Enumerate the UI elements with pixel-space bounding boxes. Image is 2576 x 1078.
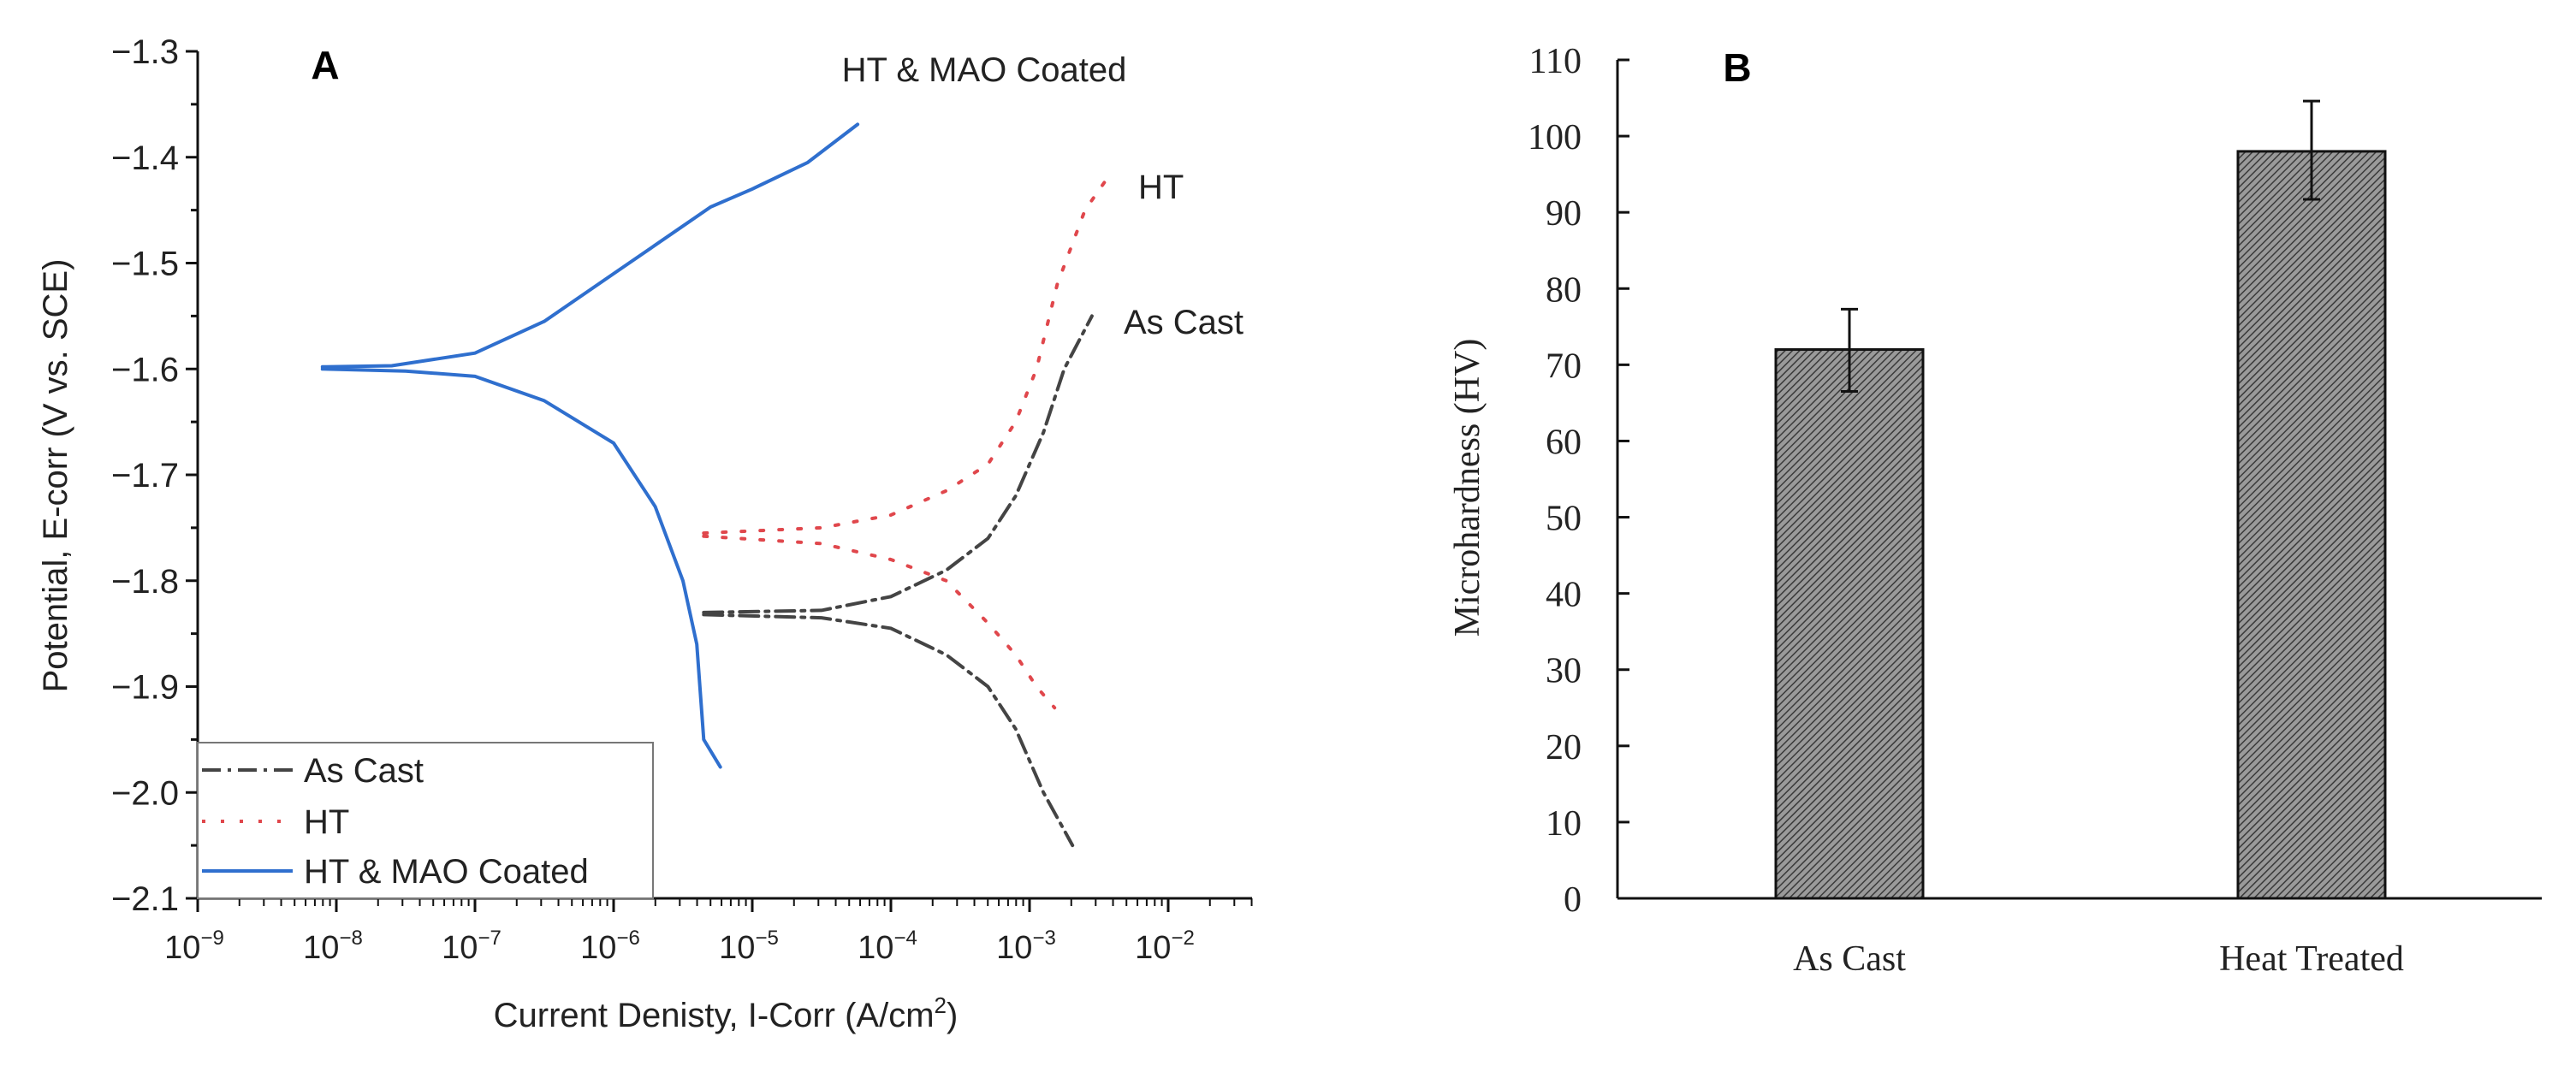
y-tick-label: 50 <box>1546 500 1582 539</box>
x-tick-label: 10−3 <box>996 927 1056 966</box>
x-tick-exp: −4 <box>893 927 917 950</box>
legend-label-ht: HT <box>304 803 349 841</box>
y-tick-label: 70 <box>1546 346 1582 386</box>
x-tick-label: 10−5 <box>719 927 779 966</box>
y-tick-label: −2.1 <box>111 880 179 918</box>
panel-label-a: A <box>311 43 339 87</box>
x-tick-label: 10−7 <box>442 927 502 966</box>
y-axis-label: Microhardness (HV) <box>1448 339 1487 637</box>
x-tick-exp: −7 <box>478 927 501 950</box>
x-axis-label-text: Current Denisty, I-Corr (A/cm <box>494 997 935 1034</box>
y-tick-label: −1.7 <box>111 457 179 495</box>
y-tick-label: 100 <box>1528 118 1582 157</box>
series-ht-mao-coated-line <box>320 122 860 369</box>
x-tick-exp: −8 <box>339 927 362 950</box>
x-tick-label: 10−2 <box>1135 927 1195 966</box>
y-tick-label: −1.9 <box>111 669 179 707</box>
polarization-chart: A −1.3 −1.4 −1.5 −1.6 −1.7 −1.8 −1.9 −2.0 −2.1 1… <box>37 33 1253 1034</box>
x-tick-base: 10 <box>996 930 1032 966</box>
x-axis-ticks: 10−9 10−8 10−7 10−6 10−5 10−4 10−3 10−2 <box>164 898 1253 966</box>
x-tick-base: 10 <box>1135 930 1171 966</box>
x-axis-label: Current Denisty, I-Corr (A/cm2) <box>494 992 959 1034</box>
x-tick-base: 10 <box>719 930 755 966</box>
y-tick-label: −1.8 <box>111 563 179 601</box>
y-tick-label: 10 <box>1546 804 1582 844</box>
x-tick-base: 10 <box>580 930 616 966</box>
y-tick-label: 0 <box>1564 880 1582 920</box>
x-tick-exp: −5 <box>755 927 778 950</box>
legend-label-mao: HT & MAO Coated <box>304 853 589 891</box>
y-tick-label: −1.6 <box>111 351 179 388</box>
series-ht-line <box>702 534 1057 710</box>
y-tick-label: 80 <box>1546 270 1582 310</box>
y-tick-label: −1.4 <box>111 139 179 177</box>
y-tick-label: −1.5 <box>111 246 179 283</box>
panel-label-b: B <box>1723 45 1751 90</box>
microhardness-chart: B 0 10 20 30 40 50 60 70 80 90 100 110 Microhardnes… <box>1448 42 2542 979</box>
legend-label-as-cast: As Cast <box>304 752 424 790</box>
y-tick-label: 60 <box>1546 423 1582 462</box>
annotation-mao: HT & MAO Coated <box>842 51 1127 89</box>
x-axis-label-end: ) <box>947 997 958 1034</box>
x-tick-exp: −6 <box>616 927 639 950</box>
category-label: Heat Treated <box>2219 939 2404 979</box>
x-tick-exp: −9 <box>200 927 223 950</box>
x-tick-label: 10−4 <box>858 927 917 966</box>
bars <box>1774 99 2387 900</box>
x-tick-label: 10−9 <box>164 927 224 966</box>
y-tick-label: 110 <box>1529 42 1582 81</box>
x-tick-base: 10 <box>303 930 339 966</box>
category-label: As Cast <box>1793 939 1906 979</box>
bar-as-cast <box>1774 348 1925 900</box>
x-tick-base: 10 <box>858 930 893 966</box>
curves <box>320 122 1109 848</box>
x-tick-exp: −3 <box>1032 927 1055 950</box>
annotation-ht: HT <box>1138 169 1184 206</box>
series-ht-mao-coated-line <box>320 367 722 769</box>
y-tick-label: −1.3 <box>111 33 179 71</box>
series-ht-line <box>702 176 1109 536</box>
y-axis-ticks: 0 10 20 30 40 50 60 70 80 90 100 110 <box>1528 42 1629 920</box>
series-as-cast-line <box>702 314 1094 614</box>
x-tick-base: 10 <box>164 930 200 966</box>
y-tick-label: 30 <box>1546 652 1582 691</box>
y-axis-label: Potential, E-corr (V vs. SCE) <box>37 259 74 693</box>
x-tick-base: 10 <box>442 930 478 966</box>
x-axis-label-sup: 2 <box>935 992 947 1018</box>
y-tick-label: 90 <box>1546 194 1582 234</box>
annotation-as-cast: As Cast <box>1124 304 1243 341</box>
y-tick-label: −2.0 <box>111 774 179 812</box>
legend: As Cast HT HT & MAO Coated <box>197 742 654 899</box>
x-tick-exp: −2 <box>1171 927 1194 950</box>
y-tick-label: 20 <box>1546 728 1582 767</box>
y-axis-ticks: −1.3 −1.4 −1.5 −1.6 −1.7 −1.8 −1.9 −2.0 −2.1 <box>111 33 198 918</box>
y-tick-label: 40 <box>1546 576 1582 615</box>
x-tick-label: 10−6 <box>580 927 640 966</box>
bar-heat-treated <box>2236 150 2387 900</box>
series-as-cast-line <box>702 613 1075 848</box>
x-tick-label: 10−8 <box>303 927 363 966</box>
